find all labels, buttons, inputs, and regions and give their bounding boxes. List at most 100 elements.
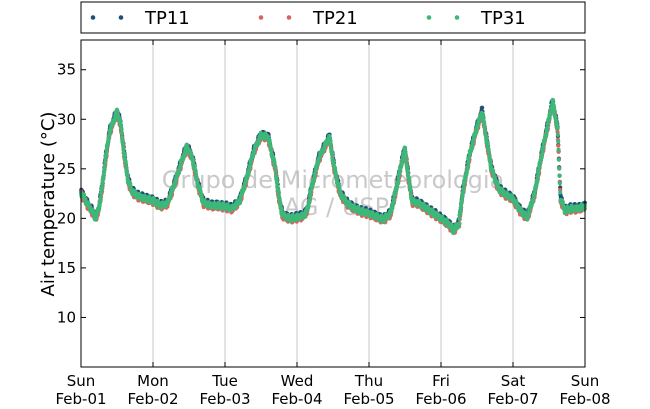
data-point bbox=[531, 196, 536, 201]
data-point bbox=[98, 195, 103, 200]
data-point bbox=[269, 148, 274, 153]
y-tick-label: 10 bbox=[57, 308, 76, 326]
data-point bbox=[461, 189, 466, 194]
data-point bbox=[544, 132, 549, 138]
data-point bbox=[396, 179, 401, 184]
x-tick-day: Sat bbox=[501, 372, 526, 390]
data-point bbox=[273, 165, 278, 170]
data-point bbox=[178, 163, 183, 168]
x-tick-date: Feb-05 bbox=[343, 390, 394, 408]
data-point bbox=[123, 162, 129, 167]
data-point bbox=[119, 131, 124, 136]
data-point bbox=[328, 142, 333, 147]
x-tick-day: Mon bbox=[137, 372, 169, 390]
x-tick-date: Feb-06 bbox=[415, 390, 466, 408]
data-point bbox=[487, 154, 492, 159]
data-point bbox=[248, 163, 253, 168]
data-point bbox=[556, 147, 561, 152]
y-tick-label: 30 bbox=[57, 110, 76, 128]
data-point bbox=[482, 125, 487, 131]
data-point bbox=[404, 158, 409, 163]
x-tick-date: Feb-04 bbox=[271, 390, 322, 408]
legend-label: TP31 bbox=[480, 8, 526, 29]
x-tick-date: Feb-08 bbox=[559, 390, 610, 408]
data-point bbox=[190, 158, 195, 163]
legend-marker bbox=[426, 15, 432, 20]
data-point bbox=[457, 221, 462, 226]
legend-box bbox=[80, 1, 586, 34]
y-tick-label: 25 bbox=[57, 160, 76, 178]
data-point bbox=[535, 173, 540, 179]
data-point bbox=[125, 173, 130, 178]
data-point bbox=[535, 177, 540, 182]
data-point bbox=[545, 125, 550, 130]
x-tick-day: Sun bbox=[67, 372, 96, 390]
data-point bbox=[107, 132, 112, 138]
data-point bbox=[408, 192, 413, 197]
x-tick-day: Thu bbox=[354, 372, 383, 390]
data-point bbox=[466, 160, 471, 165]
data-point bbox=[307, 197, 312, 202]
data-point bbox=[480, 113, 486, 118]
y-tick-label: 35 bbox=[57, 61, 76, 79]
data-point bbox=[551, 105, 557, 110]
data-point bbox=[330, 152, 335, 157]
data-point bbox=[332, 166, 338, 171]
data-point bbox=[120, 136, 125, 141]
data-point bbox=[122, 154, 127, 159]
data-point bbox=[119, 127, 124, 132]
data-point bbox=[103, 159, 108, 165]
data-point bbox=[124, 166, 129, 171]
data-point bbox=[311, 178, 317, 183]
data-point bbox=[486, 149, 492, 155]
data-point bbox=[391, 200, 396, 205]
data-point bbox=[115, 108, 120, 114]
legend-marker bbox=[454, 15, 460, 20]
data-point bbox=[403, 154, 409, 159]
data-point bbox=[488, 160, 493, 165]
x-tick-day: Fri bbox=[432, 372, 450, 390]
data-point bbox=[556, 157, 562, 162]
data-point bbox=[557, 166, 562, 171]
data-point bbox=[465, 164, 470, 169]
data-point bbox=[556, 143, 561, 148]
data-point bbox=[545, 121, 550, 126]
x-tick-labels: SunFeb-01MonFeb-02TueFeb-03WedFeb-04ThuF… bbox=[55, 372, 610, 408]
data-point bbox=[328, 139, 333, 144]
y-tick-label: 15 bbox=[57, 259, 76, 277]
data-point bbox=[104, 151, 109, 156]
x-tick-date: Feb-07 bbox=[487, 390, 538, 408]
data-point bbox=[467, 155, 472, 160]
data-point bbox=[558, 190, 563, 195]
data-point bbox=[457, 216, 462, 221]
data-point bbox=[405, 168, 410, 173]
series-TP31 bbox=[78, 97, 587, 236]
data-point bbox=[553, 117, 558, 122]
legend-marker bbox=[90, 15, 96, 20]
data-point bbox=[458, 209, 463, 214]
legend-label: TP11 bbox=[144, 8, 190, 29]
data-point bbox=[539, 152, 545, 157]
data-point bbox=[556, 139, 561, 144]
data-point bbox=[526, 212, 531, 217]
axis-ticks bbox=[80, 40, 586, 367]
data-point bbox=[267, 140, 272, 145]
data-point bbox=[98, 199, 103, 204]
data-point bbox=[102, 164, 108, 169]
data-point bbox=[482, 122, 487, 127]
data-point bbox=[199, 194, 204, 199]
x-tick-day: Tue bbox=[211, 372, 238, 390]
data-point bbox=[101, 173, 106, 178]
legend-marker bbox=[258, 15, 264, 20]
data-point bbox=[555, 132, 561, 137]
data-point bbox=[483, 135, 489, 140]
data-point bbox=[308, 188, 314, 193]
data-point bbox=[462, 177, 468, 182]
data-point bbox=[193, 169, 198, 174]
data-point bbox=[461, 186, 466, 191]
data-point bbox=[276, 188, 281, 193]
x-tick-day: Sun bbox=[571, 372, 600, 390]
data-points bbox=[78, 97, 587, 236]
